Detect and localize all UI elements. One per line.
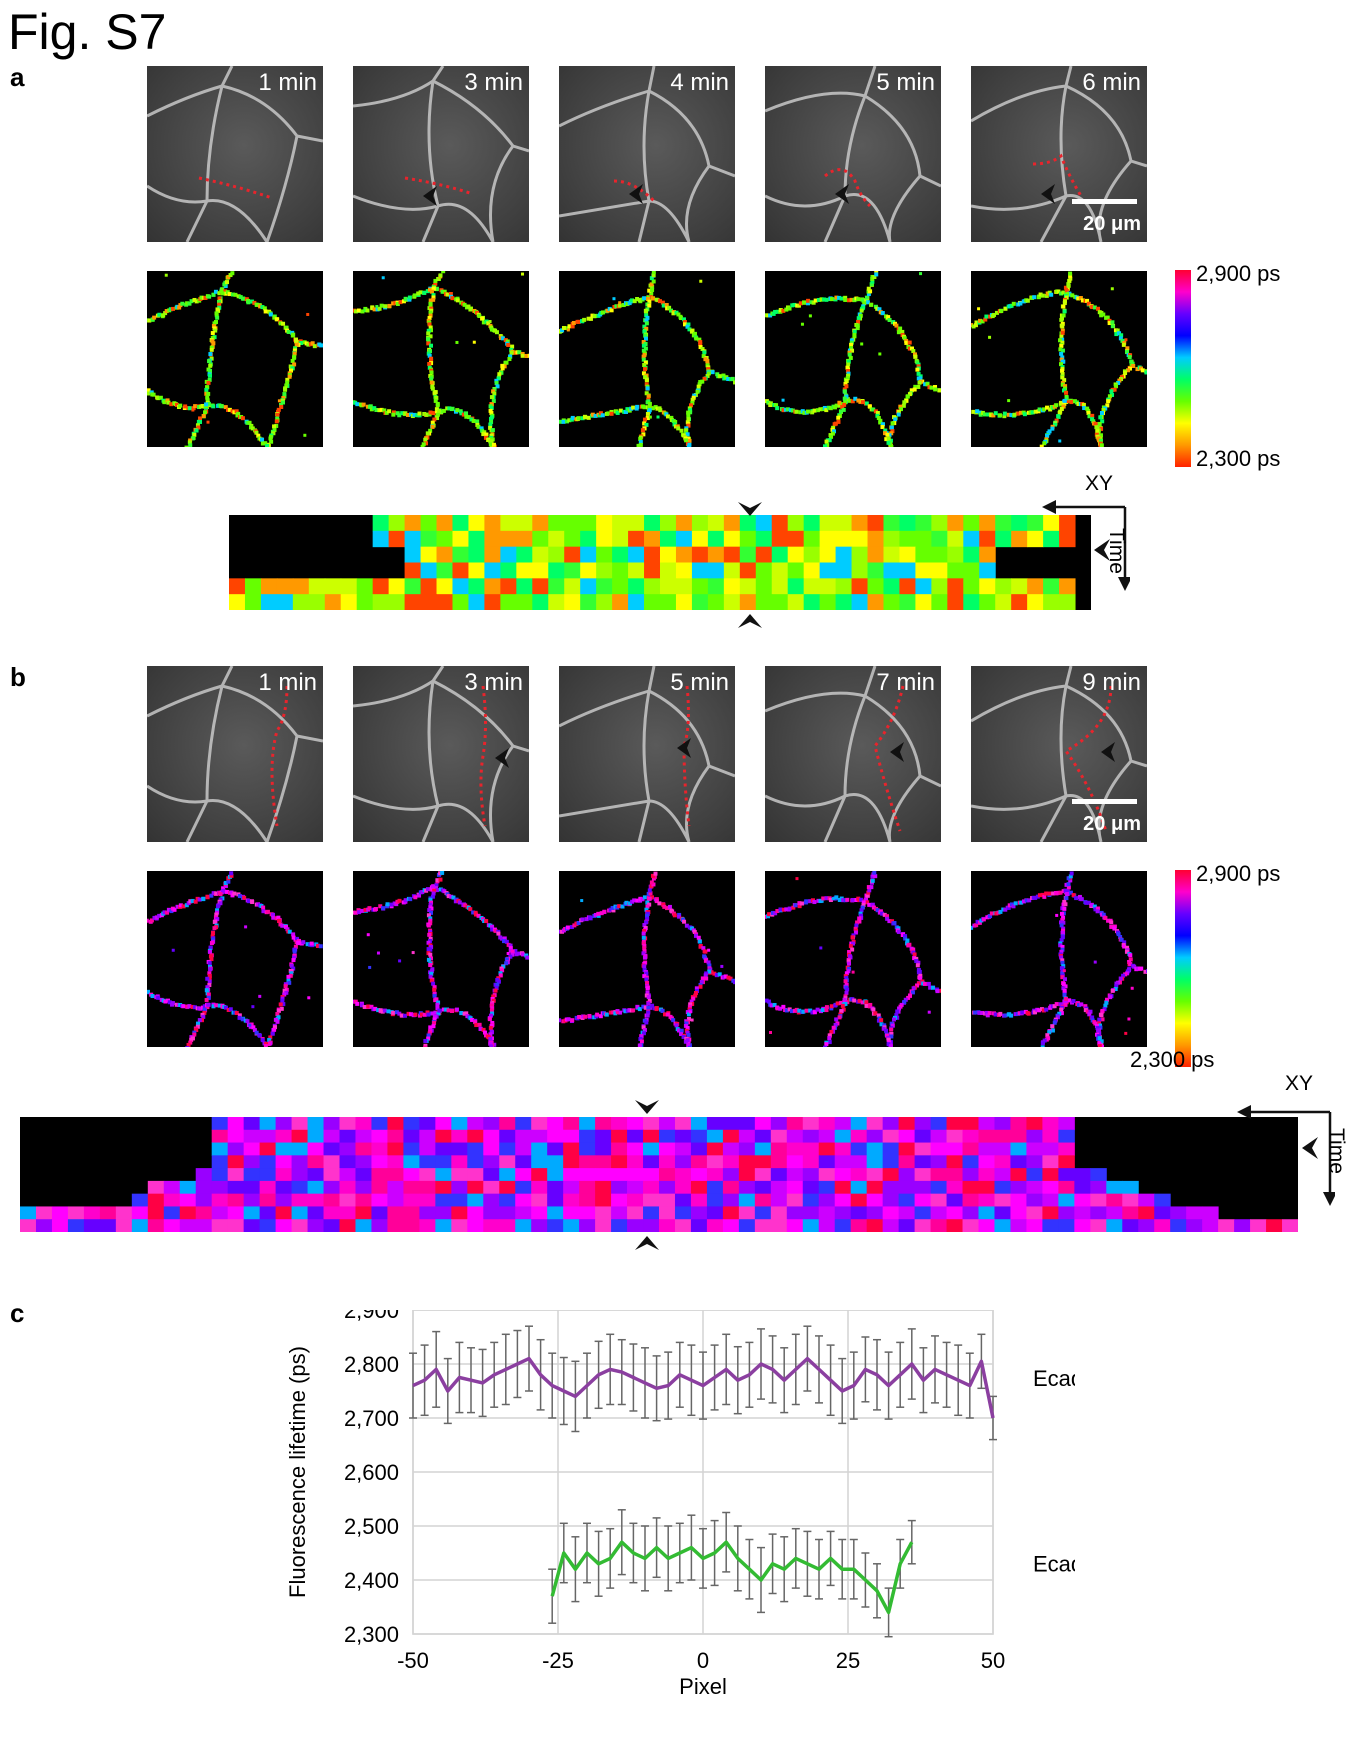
panel-b-lifetime-map — [765, 871, 941, 1047]
x-axis-label: Pixel — [679, 1674, 727, 1699]
panel-a-intensity-frame: 4 min — [559, 66, 735, 242]
panel-a-cell-membrane-image — [353, 66, 529, 242]
panel-a-kymograph — [229, 515, 1091, 610]
y-tick-label: 2,600 — [344, 1460, 399, 1485]
panel-b-colorbar-max: 2,900 ps — [1196, 861, 1281, 886]
panel-a-lifetime-frame — [353, 271, 529, 447]
panel-a-cell-membrane-image — [559, 66, 735, 242]
y-axis-label: Fluorescence lifetime (ps) — [285, 1346, 310, 1598]
panel-a-label: a — [10, 62, 25, 92]
panel-a-cell-membrane-image — [765, 66, 941, 242]
panel-a-intensity-frame: 3 min — [353, 66, 529, 242]
panel-b-scale-bar — [1072, 799, 1137, 804]
panel-b-intensity-frame: 3 min — [353, 666, 529, 842]
panel-a-kymo-bottom-arrowhead — [738, 614, 762, 628]
panel-b-cell-membrane-image — [353, 666, 529, 842]
series-label-ecadtl: EcadTL — [1033, 1551, 1075, 1576]
panel-b-lifetime-map — [147, 871, 323, 1047]
panel-a-lifetime-map — [559, 271, 735, 447]
x-tick-label: 25 — [836, 1648, 860, 1673]
panel-a-timepoint-label: 1 min — [258, 69, 317, 96]
panel-a-intensity-frame: 5 min — [765, 66, 941, 242]
series-line-ecadtl — [550, 1540, 914, 1615]
panel-a-scale-bar-label: 20 μm — [1083, 213, 1141, 235]
y-tick-label: 2,300 — [344, 1622, 399, 1647]
panel-b-kymo-x-axis-label: XY — [1285, 1072, 1314, 1095]
panel-b-scale-bar-label: 20 μm — [1083, 813, 1141, 835]
panel-b-kymo-top-arrowhead — [635, 1100, 659, 1114]
panel-b-intensity-frame: 5 min — [559, 666, 735, 842]
panel-b-timepoint-label: 1 min — [258, 669, 317, 696]
panel-a-timepoint-label: 4 min — [670, 69, 729, 96]
panel-a-lifetime-map — [765, 271, 941, 447]
panel-a-kymo-top-arrowhead — [738, 502, 762, 516]
panel-b-kymo-axes-arrows — [1237, 1105, 1335, 1206]
panel-b-lifetime-map — [559, 871, 735, 1047]
panel-a-colorbar-min: 2,300 ps — [1196, 446, 1281, 471]
chart-svg: 2,300 2,400 2,500 2,600 2,700 2,800 2,900 -50 -2… — [285, 1298, 1109, 1699]
x-tick-label: -25 — [542, 1648, 574, 1673]
panel-a-kymo-axes-arrows — [1042, 500, 1130, 591]
y-tick-label: 2,500 — [344, 1514, 399, 1539]
panel-b-lifetime-map — [971, 871, 1147, 1047]
panel-a-lifetime-frame — [765, 271, 941, 447]
panel-a-lifetime-frame — [147, 271, 323, 447]
panel-b-intensity-frame: 1 min — [147, 666, 323, 842]
lifetime-profile-chart: 2,300 2,400 2,500 2,600 2,700 2,800 2,900 -50 -2… — [255, 1298, 1109, 1730]
panel-a-kymo-x-axis-label: XY — [1085, 472, 1114, 495]
panel-b-kymograph — [20, 1117, 1298, 1232]
panel-b-lifetime-frame — [353, 871, 529, 1047]
y-tick-label: 2,800 — [344, 1352, 399, 1377]
panel-a-lifetime-frame — [559, 271, 735, 447]
panel-a-scale-bar — [1072, 199, 1137, 204]
panel-b-cell-membrane-image — [147, 666, 323, 842]
panel-b-timepoint-label: 9 min — [1082, 669, 1141, 696]
panel-a-timepoint-label: 6 min — [1082, 69, 1141, 96]
panel-a-lifetime-map — [353, 271, 529, 447]
panel-b-cell-membrane-image — [765, 666, 941, 842]
panel-c-label: c — [10, 1298, 25, 1328]
panel-a-colorbar — [1175, 270, 1191, 467]
panel-a-kymograph-image — [229, 515, 1076, 610]
panel-b-intensity-frame: 9 min 20 μm — [971, 666, 1147, 842]
panel-a-cell-membrane-image — [147, 66, 323, 242]
y-tick-label: 2,900 — [344, 1310, 399, 1323]
panel-b-kymo-bottom-arrowhead — [635, 1236, 659, 1250]
panel-b-timepoint-label: 5 min — [670, 669, 729, 696]
panel-b-timepoint-label: 3 min — [464, 669, 523, 696]
panel-b-lifetime-map — [353, 871, 529, 1047]
panel-b-lifetime-frame — [971, 871, 1147, 1047]
panel-b-colorbar-min: 2,300 ps — [1130, 1047, 1215, 1072]
panel-b-colorbar — [1175, 870, 1191, 1067]
x-tick-label: 0 — [697, 1648, 709, 1673]
panel-a-lifetime-frame — [971, 271, 1147, 447]
panel-a-timepoint-label: 5 min — [876, 69, 935, 96]
panel-a-timepoint-label: 3 min — [464, 69, 523, 96]
panel-a-intensity-frame: 6 min 20 μm — [971, 66, 1147, 242]
panel-b-kymo-side-arrowhead — [1302, 1137, 1318, 1159]
y-tick-label: 2,700 — [344, 1406, 399, 1431]
error-bar — [907, 1519, 916, 1565]
x-tick-label: 50 — [981, 1648, 1005, 1673]
panel-a-kymo-y-axis-label: Time — [1105, 528, 1128, 574]
panel-b-cell-membrane-image — [559, 666, 735, 842]
figure-title: Fig. S7 — [8, 4, 167, 60]
panel-a-lifetime-map — [147, 271, 323, 447]
panel-b-timepoint-label: 7 min — [876, 669, 935, 696]
panel-b-lifetime-frame — [765, 871, 941, 1047]
series-label-ecadti: EcadTI — [1033, 1366, 1075, 1391]
panel-a-lifetime-map — [971, 271, 1147, 447]
x-tick-label: -50 — [397, 1648, 429, 1673]
panel-b-lifetime-frame — [559, 871, 735, 1047]
panel-b-intensity-frame: 7 min — [765, 666, 941, 842]
panel-a-kymo-side-arrowhead — [1094, 539, 1110, 561]
series-line-ecadti — [412, 1356, 995, 1419]
panel-b-label: b — [10, 662, 26, 692]
panel-a-colorbar-max: 2,900 ps — [1196, 261, 1281, 286]
panel-b-kymograph-image — [20, 1117, 1298, 1232]
y-tick-label: 2,400 — [344, 1568, 399, 1593]
panel-a-intensity-frame: 1 min — [147, 66, 323, 242]
panel-b-kymo-y-axis-label: Time — [1325, 1128, 1348, 1174]
panel-b-lifetime-frame — [147, 871, 323, 1047]
